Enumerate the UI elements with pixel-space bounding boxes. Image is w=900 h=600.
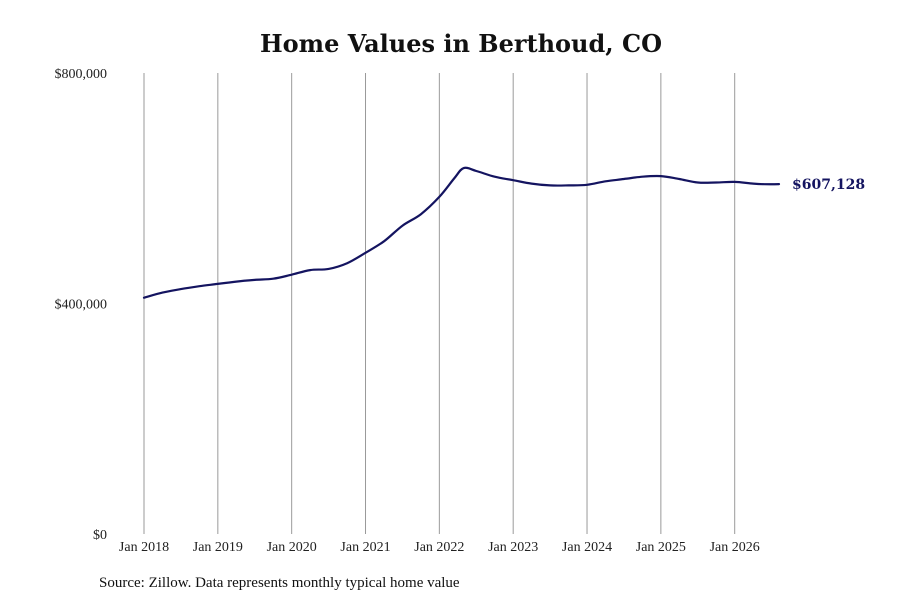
x-tick-label: Jan 2022 (414, 540, 464, 555)
series-line (142, 166, 781, 299)
series-group (142, 166, 781, 299)
x-axis: Jan 2018 Jan 2019 Jan 2020 Jan 2021 Jan 2022… (119, 540, 760, 555)
y-tick-label: $800,000 (55, 67, 108, 82)
x-tick-label: Jan 2025 (636, 540, 686, 555)
x-tick-label: Jan 2026 (710, 540, 760, 555)
x-tick-label: Jan 2024 (562, 540, 612, 555)
last-value-label: $607,128 (792, 177, 865, 193)
y-axis: $0 $400,000 $800,000 (55, 67, 108, 543)
chart-title: Home Values in Berthoud, CO (260, 29, 662, 58)
x-tick-label: Jan 2018 (119, 540, 169, 555)
x-tick-label: Jan 2021 (340, 540, 390, 555)
source-note: Source: Zillow. Data represents monthly … (99, 575, 460, 591)
x-tick-label: Jan 2020 (267, 540, 317, 555)
x-tick-label: Jan 2019 (193, 540, 243, 555)
y-tick-label: $400,000 (55, 298, 108, 313)
grid (143, 73, 736, 534)
y-tick-label: $0 (93, 528, 107, 543)
x-tick-label: Jan 2023 (488, 540, 538, 555)
